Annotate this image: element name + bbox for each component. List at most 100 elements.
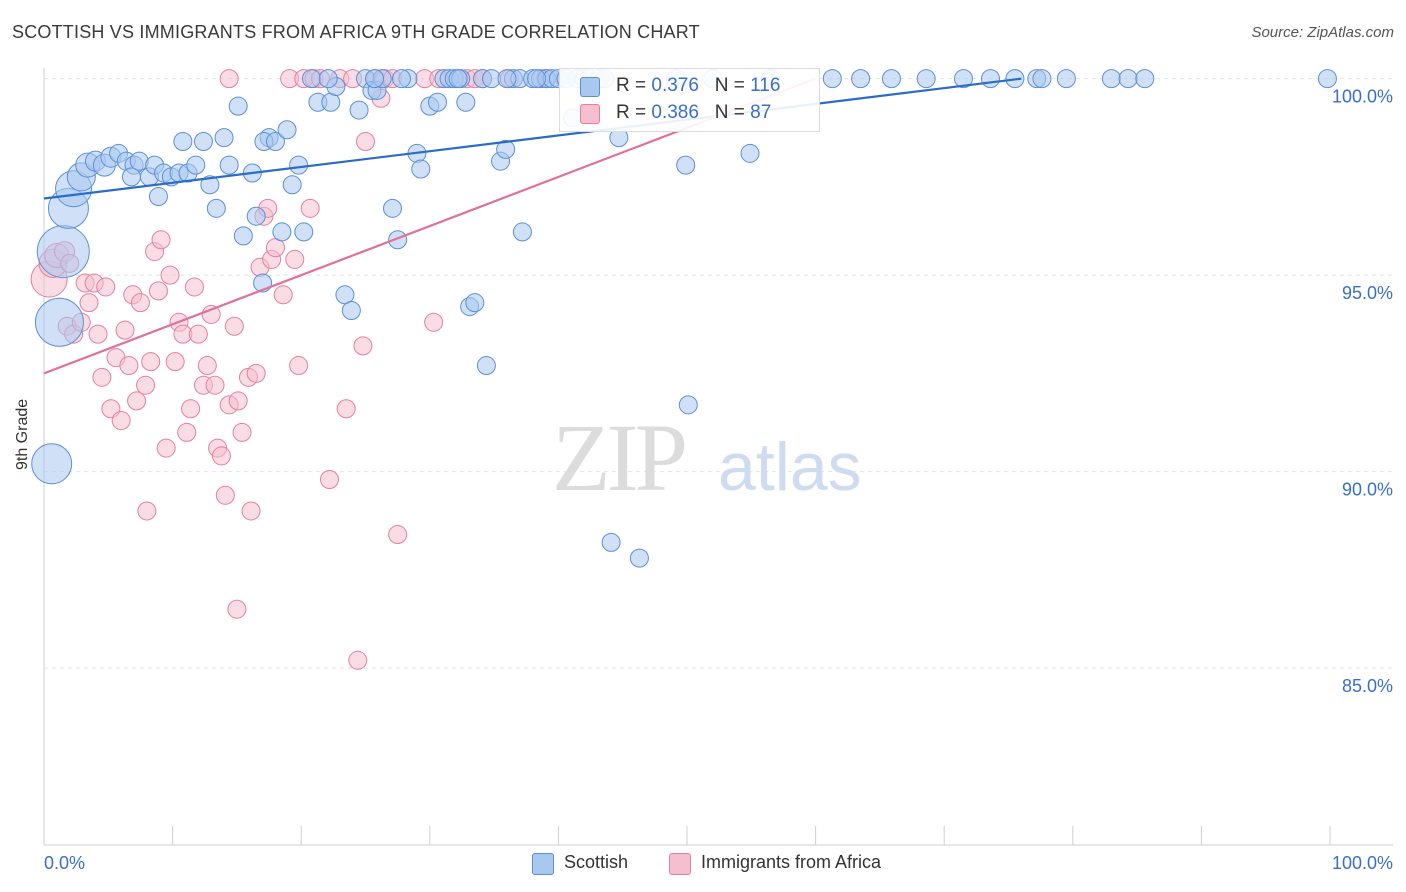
data-point	[96, 277, 116, 297]
legend-swatch-scottish	[580, 77, 600, 97]
data-point	[300, 198, 320, 218]
data-point	[121, 167, 141, 187]
data-point	[497, 69, 517, 89]
data-point	[1118, 69, 1138, 89]
watermark-zip: ZIP	[552, 404, 685, 511]
data-point	[211, 446, 231, 466]
data-point	[881, 69, 901, 89]
y-tick-label: 90.0%	[1342, 480, 1393, 500]
bottom-legend-label-scottish: Scottish	[564, 852, 629, 872]
data-point	[424, 312, 444, 332]
data-point	[148, 281, 168, 301]
legend-r-value: 0.386	[651, 102, 699, 123]
data-point	[197, 356, 217, 376]
data-point	[456, 92, 476, 112]
data-point	[676, 155, 696, 175]
data-point	[273, 285, 293, 305]
data-point	[512, 222, 532, 242]
data-point	[177, 422, 197, 442]
data-point	[136, 375, 156, 395]
data-point	[232, 422, 252, 442]
legend-swatch-africa	[580, 104, 600, 124]
data-point	[476, 356, 496, 376]
data-point	[851, 69, 871, 89]
data-point	[740, 143, 760, 163]
data-point	[184, 277, 204, 297]
data-point	[137, 501, 157, 521]
data-point	[119, 356, 139, 376]
data-point	[318, 69, 338, 89]
data-point	[289, 155, 309, 175]
source-label: Source: ZipAtlas.com	[1251, 24, 1394, 41]
data-point	[1032, 69, 1052, 89]
data-point	[629, 548, 649, 568]
correlation-legend: R = 0.376 N = 116 R = 0.386 N = 87	[559, 68, 820, 132]
legend-n-label: N =	[714, 102, 751, 123]
data-point	[130, 293, 150, 313]
data-point	[678, 395, 698, 415]
data-point	[465, 293, 485, 313]
data-point	[193, 132, 213, 152]
data-point	[173, 132, 193, 152]
data-point	[88, 324, 108, 344]
data-point	[141, 352, 161, 372]
data-point	[214, 128, 234, 148]
data-point	[349, 100, 369, 120]
data-point	[34, 297, 84, 347]
data-point	[428, 92, 448, 112]
y-tick-label: 100.0%	[1332, 87, 1393, 107]
data-point	[365, 69, 385, 89]
data-point	[181, 399, 201, 419]
data-point	[241, 501, 261, 521]
tick-labels: 100.0% 95.0% 90.0% 85.0% 0.0% 100.0%	[44, 87, 1393, 873]
data-point	[224, 316, 244, 336]
data-point	[1317, 69, 1337, 89]
x-tick-label: 100.0%	[1332, 853, 1393, 873]
data-point	[348, 650, 368, 670]
data-point	[388, 230, 408, 250]
bottom-legend-swatch-scottish	[532, 853, 554, 875]
data-point	[383, 198, 403, 218]
data-point	[301, 69, 321, 89]
data-point	[36, 225, 90, 279]
legend-n-value: 116	[750, 75, 781, 96]
data-point	[188, 324, 208, 344]
data-point	[1135, 69, 1155, 89]
watermark: ZIP atlas	[552, 404, 862, 511]
data-point	[165, 352, 185, 372]
data-point	[228, 96, 248, 116]
data-point	[336, 399, 356, 419]
data-point	[265, 132, 285, 152]
data-point	[151, 230, 171, 250]
data-point	[92, 367, 112, 387]
data-point	[79, 293, 99, 313]
legend-r-label: R =	[616, 102, 652, 123]
trend-line-scottish	[43, 77, 1022, 200]
data-point	[980, 69, 1000, 89]
data-point	[233, 226, 253, 246]
y-tick-label: 95.0%	[1342, 283, 1393, 303]
data-point	[1056, 69, 1076, 89]
chart-title: SCOTTISH VS IMMIGRANTS FROM AFRICA 9TH G…	[12, 22, 700, 42]
bottom-legend-label-africa: Immigrants from Africa	[701, 852, 882, 872]
data-point	[215, 485, 235, 505]
data-point	[160, 265, 180, 285]
data-point	[356, 132, 375, 152]
data-point	[294, 222, 314, 242]
data-point	[31, 443, 73, 485]
data-point	[953, 69, 973, 89]
x-tick-label: 0.0%	[44, 853, 85, 873]
legend-text-scottish: R = 0.376 N = 116	[616, 75, 780, 97]
data-point	[246, 206, 266, 226]
data-point	[156, 438, 176, 458]
data-point	[246, 363, 266, 383]
data-point	[392, 69, 412, 89]
data-point	[148, 187, 168, 207]
data-point	[277, 120, 297, 140]
data-point	[341, 301, 361, 321]
data-point	[219, 155, 239, 175]
data-point	[219, 69, 239, 89]
data-point	[201, 304, 221, 324]
data-point	[448, 69, 468, 89]
data-point	[289, 356, 309, 376]
